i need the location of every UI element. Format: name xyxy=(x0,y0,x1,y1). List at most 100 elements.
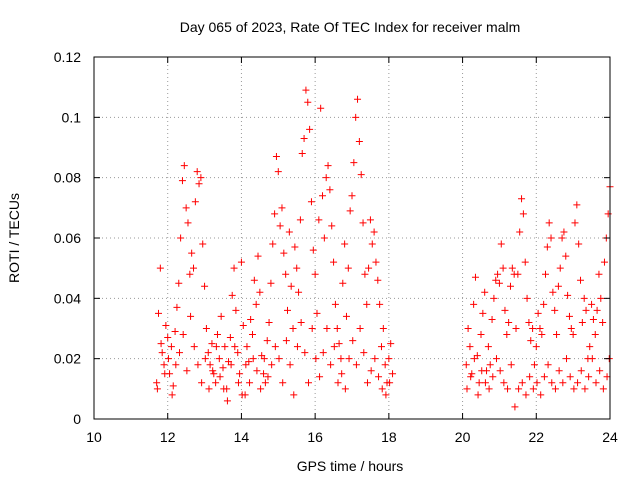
data-point xyxy=(284,306,291,314)
data-point xyxy=(168,391,176,399)
data-point xyxy=(352,361,360,369)
data-point xyxy=(489,373,497,381)
data-point xyxy=(275,355,283,363)
data-point xyxy=(169,382,177,390)
data-point xyxy=(530,361,538,369)
data-point xyxy=(470,300,478,308)
data-point xyxy=(481,288,489,296)
data-point xyxy=(194,361,202,369)
data-point xyxy=(344,264,352,272)
data-point xyxy=(316,373,324,381)
data-point xyxy=(596,367,604,375)
data-point xyxy=(236,370,244,378)
data-point xyxy=(302,86,310,94)
data-point xyxy=(153,385,161,393)
data-point xyxy=(492,276,500,284)
data-point xyxy=(220,385,228,393)
data-point xyxy=(184,219,192,227)
data-point xyxy=(526,373,534,381)
data-point xyxy=(271,210,279,218)
data-point xyxy=(501,306,509,314)
data-point xyxy=(195,180,203,188)
data-point xyxy=(212,379,220,387)
data-point xyxy=(514,270,522,278)
data-point xyxy=(175,279,183,287)
data-point xyxy=(204,349,212,357)
data-point xyxy=(260,370,268,378)
data-point xyxy=(485,385,493,393)
data-point xyxy=(319,349,327,357)
data-point xyxy=(580,294,588,302)
data-point xyxy=(582,306,590,314)
data-point xyxy=(335,340,343,348)
data-point xyxy=(201,355,209,363)
data-point xyxy=(577,367,585,375)
data-point xyxy=(212,343,220,351)
data-point xyxy=(592,379,600,387)
data-point xyxy=(540,373,548,381)
data-point xyxy=(563,355,571,363)
data-point xyxy=(381,361,389,369)
data-point xyxy=(565,312,573,320)
x-tick-label: 22 xyxy=(528,429,544,445)
data-point xyxy=(263,337,271,345)
data-point xyxy=(312,355,320,363)
data-point xyxy=(237,258,245,266)
data-point xyxy=(285,228,293,236)
data-point xyxy=(182,204,190,212)
data-point xyxy=(593,306,601,314)
data-point xyxy=(521,258,529,266)
data-point xyxy=(253,367,261,375)
y-tick-label: 0.06 xyxy=(54,230,81,246)
data-point xyxy=(231,343,239,351)
data-point xyxy=(293,343,301,351)
data-point xyxy=(243,343,251,351)
data-point xyxy=(479,309,487,317)
data-point xyxy=(581,385,589,393)
data-point xyxy=(341,240,349,248)
data-point xyxy=(554,282,562,290)
data-point xyxy=(183,367,191,375)
data-point xyxy=(575,240,583,248)
data-point xyxy=(540,300,548,308)
data-point xyxy=(297,318,305,326)
data-point xyxy=(357,171,365,179)
data-point xyxy=(226,334,234,342)
x-tick-label: 16 xyxy=(307,429,323,445)
data-point xyxy=(570,385,578,393)
data-point xyxy=(507,361,515,369)
data-point xyxy=(289,325,297,332)
data-point xyxy=(512,325,520,332)
data-point xyxy=(536,325,544,332)
data-point xyxy=(578,318,586,326)
data-point xyxy=(374,276,382,284)
data-point xyxy=(567,325,575,332)
data-point xyxy=(558,234,566,242)
data-point xyxy=(484,343,492,351)
data-point xyxy=(387,340,395,348)
data-point xyxy=(276,222,284,230)
data-point xyxy=(153,379,161,387)
x-tick-label: 20 xyxy=(455,429,471,445)
data-point xyxy=(161,370,169,378)
axis-ticks: 10 12 14 16 18 20 22 24 0 0.02 0.04 0.06 0.08 0.1 0.12 xyxy=(54,49,618,445)
data-point xyxy=(342,312,350,320)
data-point xyxy=(261,379,269,387)
data-point xyxy=(527,337,535,345)
data-point xyxy=(486,361,494,369)
data-point xyxy=(551,306,559,314)
data-point xyxy=(481,379,489,387)
data-point xyxy=(569,331,577,339)
data-point xyxy=(264,373,272,381)
x-tick-label: 10 xyxy=(86,429,102,445)
data-point xyxy=(256,288,264,296)
data-point xyxy=(372,258,380,266)
data-point xyxy=(190,343,198,351)
data-point xyxy=(337,355,345,363)
data-point xyxy=(588,355,596,363)
data-point xyxy=(252,300,260,308)
data-point xyxy=(210,370,218,378)
data-point xyxy=(560,228,568,236)
data-point xyxy=(193,168,201,176)
data-point xyxy=(348,192,356,200)
